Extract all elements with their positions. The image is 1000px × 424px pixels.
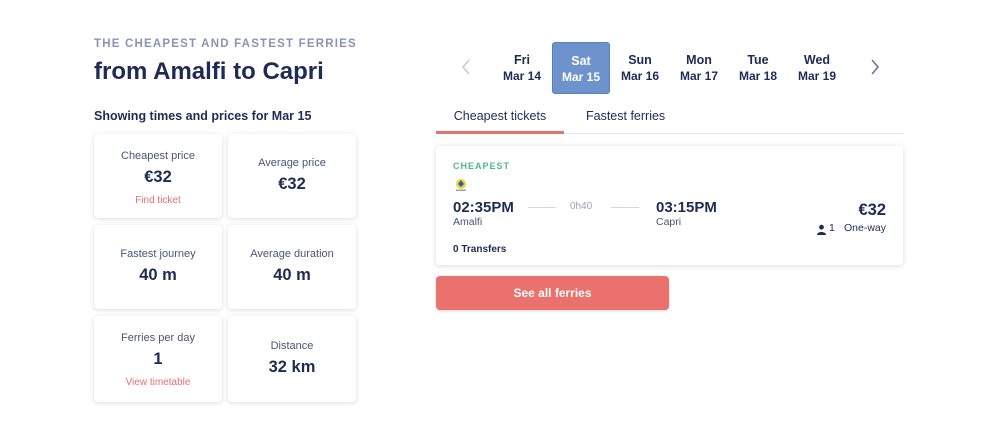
chevron-left-icon[interactable] <box>459 58 473 76</box>
date-selector: Fri Mar 14 Sat Mar 15 Sun Mar 16 Mon Mar… <box>452 42 888 94</box>
date-day: Mar 15 <box>561 70 601 84</box>
date-day: Mar 14 <box>502 69 542 83</box>
duration: 0h40 <box>570 201 593 212</box>
ticket-price: €32 <box>858 201 886 219</box>
tab-fastest-ferries[interactable]: Fastest ferries <box>586 109 666 123</box>
eyebrow-heading: THE CHEAPEST AND FASTEST FERRIES <box>94 38 357 50</box>
date-item-tue[interactable]: Tue Mar 18 <box>729 42 787 94</box>
departure-time: 02:35PM <box>453 199 514 216</box>
cheapest-badge: CHEAPEST <box>453 161 511 171</box>
stat-label: Fastest journey <box>120 248 196 260</box>
date-dow: Tue <box>747 53 769 67</box>
stat-card-distance: Distance 32 km <box>228 316 356 402</box>
date-dow: Mon <box>686 53 712 67</box>
chevron-right-icon[interactable] <box>868 58 882 76</box>
stat-value: 1 <box>153 350 163 368</box>
stat-value: 40 m <box>273 266 311 284</box>
operator-logo-icon <box>454 178 468 192</box>
date-item-sat[interactable]: Sat Mar 15 <box>552 42 610 94</box>
date-day: Mar 17 <box>679 69 719 83</box>
stat-label: Average duration <box>250 248 334 260</box>
transfers-count: 0 Transfers <box>453 244 507 255</box>
view-timetable-link[interactable]: View timetable <box>125 377 191 388</box>
stat-card-average-duration: Average duration 40 m <box>228 225 356 309</box>
date-dow: Sun <box>628 53 652 67</box>
date-item-wed[interactable]: Wed Mar 19 <box>788 42 846 94</box>
passenger-count: 1 <box>829 222 835 234</box>
find-ticket-link[interactable]: Find ticket <box>135 195 181 206</box>
date-day: Mar 16 <box>620 69 660 83</box>
departure-place: Amalfi <box>453 216 483 228</box>
stat-label: Distance <box>270 340 314 352</box>
stat-value: €32 <box>144 168 172 186</box>
date-dow: Fri <box>514 53 530 67</box>
stat-card-average-price: Average price €32 <box>228 134 356 218</box>
stat-card-fastest-journey: Fastest journey 40 m <box>94 225 222 309</box>
person-icon <box>816 222 827 235</box>
ticket-card[interactable]: CHEAPEST 02:35PM Amalfi 0h40 03:15PM Cap… <box>436 146 903 265</box>
date-dow: Sat <box>571 54 591 68</box>
trip-type: One-way <box>843 222 886 234</box>
arrival-place: Capri <box>656 216 682 228</box>
date-day: Mar 18 <box>738 69 778 83</box>
page-title: from Amalfi to Capri <box>94 58 324 85</box>
date-item-mon[interactable]: Mon Mar 17 <box>670 42 728 94</box>
stat-value: 40 m <box>139 266 177 284</box>
stat-value: 32 km <box>268 358 316 376</box>
date-subtitle: Showing times and prices for Mar 15 <box>94 109 312 123</box>
stat-value: €32 <box>278 175 306 193</box>
tab-cheapest-tickets[interactable]: Cheapest tickets <box>436 109 564 134</box>
stat-label: Average price <box>258 157 326 169</box>
results-tabs: Cheapest tickets Fastest ferries <box>436 104 904 134</box>
stat-label: Cheapest price <box>121 150 195 162</box>
date-day: Mar 19 <box>797 69 837 83</box>
stat-card-cheapest-price: Cheapest price €32 Find ticket <box>94 134 222 218</box>
duration-line <box>528 207 556 208</box>
stat-label: Ferries per day <box>121 332 195 344</box>
arrival-time: 03:15PM <box>656 199 717 216</box>
date-dow: Wed <box>803 53 831 67</box>
stat-card-ferries-per-day: Ferries per day 1 View timetable <box>94 316 222 402</box>
see-all-ferries-button[interactable]: See all ferries <box>436 276 669 310</box>
date-item-fri[interactable]: Fri Mar 14 <box>493 42 551 94</box>
duration-line <box>611 207 639 208</box>
date-item-sun[interactable]: Sun Mar 16 <box>611 42 669 94</box>
